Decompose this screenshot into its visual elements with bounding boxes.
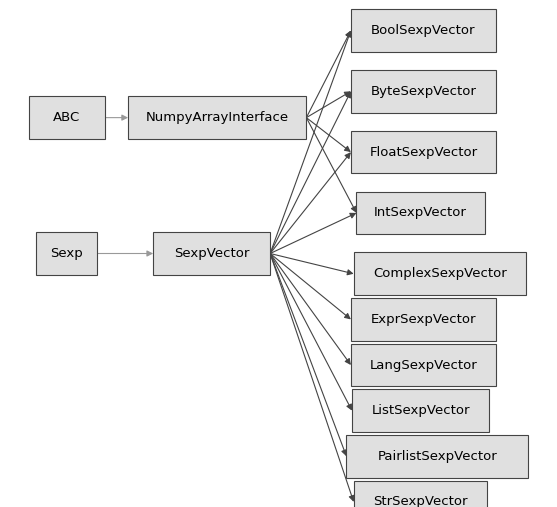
FancyBboxPatch shape [346, 435, 528, 478]
Text: IntSexpVector: IntSexpVector [374, 206, 467, 220]
FancyBboxPatch shape [354, 481, 487, 507]
Text: ABC: ABC [53, 111, 80, 124]
Text: FloatSexpVector: FloatSexpVector [369, 146, 477, 159]
FancyBboxPatch shape [36, 232, 97, 275]
Text: BoolSexpVector: BoolSexpVector [371, 24, 476, 37]
Text: ByteSexpVector: ByteSexpVector [370, 85, 476, 98]
Text: ComplexSexpVector: ComplexSexpVector [373, 267, 507, 280]
Text: SexpVector: SexpVector [174, 247, 250, 260]
Text: Sexp: Sexp [51, 247, 83, 260]
FancyBboxPatch shape [351, 344, 496, 386]
FancyBboxPatch shape [351, 131, 496, 173]
Text: PairlistSexpVector: PairlistSexpVector [378, 450, 497, 463]
Text: NumpyArrayInterface: NumpyArrayInterface [146, 111, 289, 124]
FancyBboxPatch shape [128, 96, 306, 139]
Text: ListSexpVector: ListSexpVector [372, 404, 470, 417]
FancyBboxPatch shape [352, 389, 489, 432]
Text: StrSexpVector: StrSexpVector [373, 495, 468, 507]
FancyBboxPatch shape [351, 298, 496, 341]
Text: LangSexpVector: LangSexpVector [369, 358, 477, 372]
FancyBboxPatch shape [356, 192, 485, 234]
FancyBboxPatch shape [153, 232, 270, 275]
FancyBboxPatch shape [29, 96, 105, 139]
FancyBboxPatch shape [351, 9, 496, 52]
FancyBboxPatch shape [354, 252, 526, 295]
FancyBboxPatch shape [351, 70, 496, 113]
Text: ExprSexpVector: ExprSexpVector [370, 313, 476, 326]
